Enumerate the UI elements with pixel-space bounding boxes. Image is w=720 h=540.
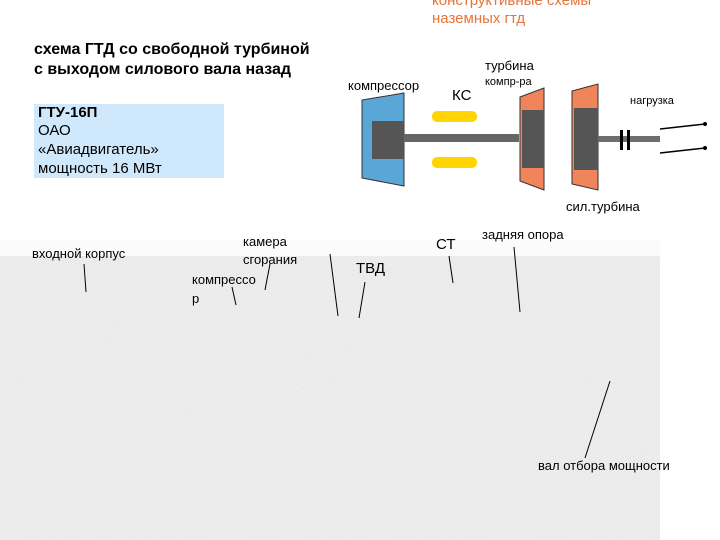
pointer-inlet	[83, 263, 87, 293]
slide-title-line1: конструктивные схемы	[432, 0, 592, 9]
label-compressor-line2: р	[192, 291, 200, 306]
slide-title-line2: наземных гтд	[432, 10, 526, 27]
engine-org: ОАО	[38, 122, 71, 139]
pointer-st	[448, 255, 454, 284]
engine-schematic	[361, 83, 707, 191]
schema-title-line1: схема ГТД со свободной турбиной	[34, 41, 310, 58]
compressor-label: компрессор	[348, 78, 420, 93]
engine-power: мощность 16 МВт	[38, 160, 162, 177]
turbine-label-line1: турбина	[485, 58, 534, 73]
compressor-turbine-disk	[522, 110, 544, 168]
compressor-rotor	[372, 121, 404, 159]
pointer-rear-support	[513, 246, 521, 313]
power-turbine-disk	[574, 108, 598, 170]
label-rear-support: задняя опора	[482, 227, 564, 242]
output-shaft	[598, 136, 668, 142]
pointer-pto-shaft	[584, 380, 611, 459]
label-tvd: ТВД	[356, 260, 385, 277]
schema-title: схема ГТД со свободной турбиной с выходо…	[34, 40, 310, 80]
label-st: СТ	[436, 236, 456, 253]
label-compressor-line1: компрессо	[192, 272, 256, 287]
engine-info-box: ГТУ-16П ОАО «Авиадвигатель» мощность 16 …	[34, 104, 224, 178]
shaft-coupling-left	[620, 130, 623, 150]
load-line-top	[659, 123, 706, 130]
turbine-label-line2: компр-ра	[485, 76, 532, 88]
load-line-bottom	[659, 147, 706, 154]
label-combustion-line1: камера	[243, 234, 287, 249]
schema-title-line2: с выходом силового вала назад	[34, 61, 292, 78]
engine-model: ГТУ-16П	[38, 104, 98, 121]
label-inlet-casing: входной корпус	[32, 246, 126, 261]
pointer-compressor	[231, 286, 237, 306]
pointer-tvd-a	[329, 253, 339, 317]
ks-label: КС	[452, 87, 472, 104]
combustion-chamber-bottom	[432, 157, 477, 168]
slide-title: конструктивные схемы наземных гтд	[432, 0, 591, 28]
gas-generator-shaft	[404, 134, 519, 142]
engine-photo	[0, 240, 660, 540]
label-pto-shaft: вал отбора мощности	[538, 458, 670, 473]
pointer-combustion	[264, 263, 271, 291]
shaft-coupling-right	[627, 130, 630, 150]
pointer-tvd-b	[358, 281, 366, 319]
engine-company: «Авиадвигатель»	[38, 141, 159, 158]
load-label: нагрузка	[630, 95, 674, 107]
label-combustion-line2: сгорания	[243, 252, 298, 267]
power-turbine-label: сил.турбина	[566, 199, 640, 214]
combustion-chamber-top	[432, 111, 477, 122]
